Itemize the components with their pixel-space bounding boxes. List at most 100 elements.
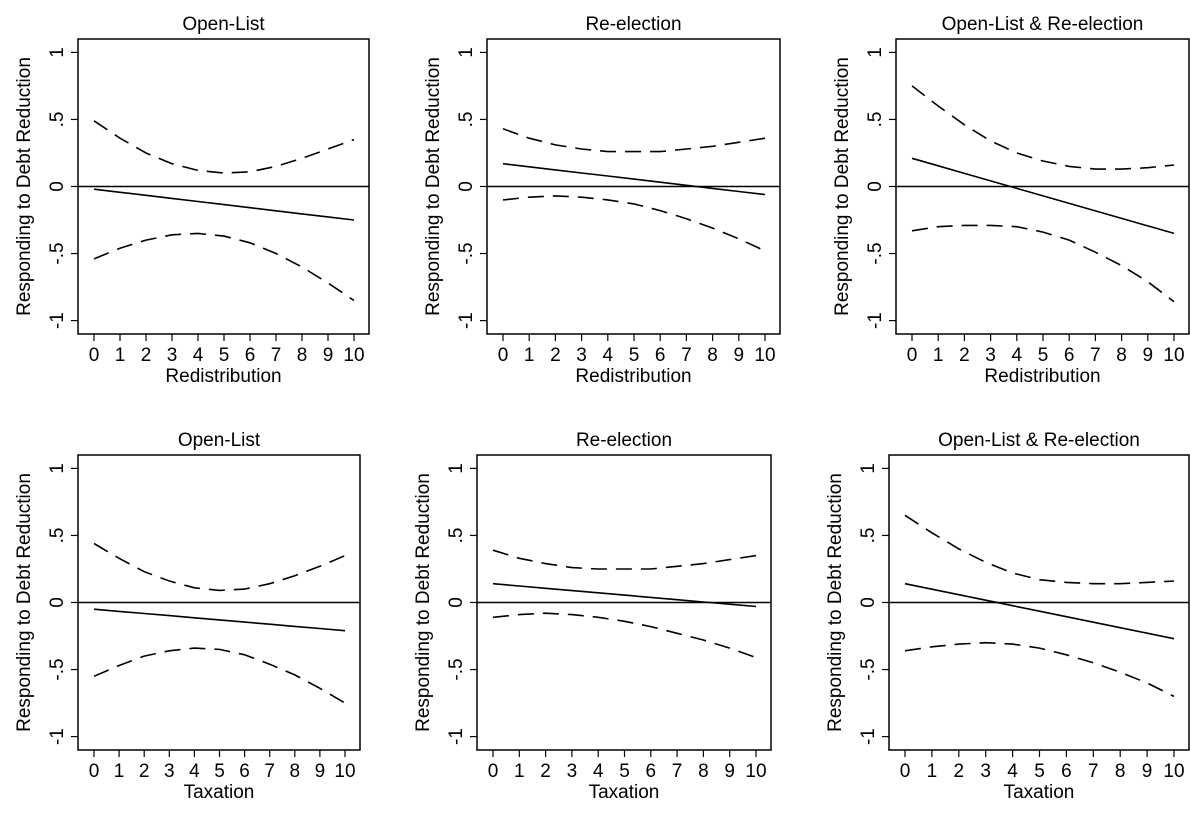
x-tick-label: 1: [933, 345, 944, 366]
x-tick-label: 10: [1163, 345, 1184, 366]
x-tick-label: 9: [315, 761, 326, 782]
x-tick-label: 5: [629, 345, 640, 366]
x-tick-label: 0: [498, 345, 509, 366]
y-tick-label: -1: [858, 728, 879, 745]
x-tick-label: 6: [646, 761, 657, 782]
x-tick-label: 8: [1116, 345, 1127, 366]
x-tick-label: 3: [980, 761, 991, 782]
marginal-effect-line: [492, 582, 757, 608]
x-axis-label: Redistribution: [165, 366, 281, 387]
lower-ci-line: [911, 224, 1175, 303]
x-tick-label: 4: [189, 761, 200, 782]
x-tick-label: 1: [524, 345, 535, 366]
y-axis-label: Responding to Debt Reduction: [832, 57, 853, 316]
x-tick-label: 9: [323, 345, 334, 366]
upper-ci-line: [502, 128, 766, 153]
y-tick-label: -.5: [865, 242, 886, 264]
lower-ci-line: [93, 232, 355, 302]
x-tick-label: 8: [297, 345, 308, 366]
x-tick-label: 0: [907, 345, 918, 366]
y-axis-label: Responding to Debt Reduction: [14, 57, 35, 316]
x-tick-label: 3: [576, 345, 587, 366]
chart-title: Open-List & Re-election: [938, 430, 1140, 451]
marginal-effect-line: [93, 188, 355, 221]
lower-ci-line: [492, 612, 757, 659]
y-tick-label: -1: [446, 728, 467, 745]
x-tick-label: 7: [1090, 345, 1101, 366]
x-tick-label: 1: [514, 761, 525, 782]
chart-title: Open-List & Re-election: [942, 14, 1144, 35]
x-tick-label: 1: [115, 345, 126, 366]
upper-ci-line: [911, 85, 1175, 170]
y-tick-label: .5: [47, 528, 68, 544]
x-tick-label: 3: [167, 345, 178, 366]
x-tick-label: 10: [754, 345, 775, 366]
x-tick-label: 5: [1034, 761, 1045, 782]
y-tick-label: 0: [456, 181, 477, 192]
x-tick-label: 7: [271, 345, 282, 366]
lower-ci-line: [904, 641, 1175, 698]
x-tick-label: 0: [89, 345, 100, 366]
x-tick-label: 6: [1064, 345, 1075, 366]
lower-ci-line: [93, 647, 346, 704]
x-tick-label: 8: [290, 761, 301, 782]
y-tick-label: .5: [865, 112, 886, 128]
y-tick-label: 1: [47, 47, 68, 58]
y-tick-label: 1: [47, 463, 68, 474]
y-axis-label: Responding to Debt Reduction: [423, 57, 444, 316]
y-tick-label: 1: [456, 47, 477, 58]
x-tick-label: 6: [655, 345, 666, 366]
x-tick-label: 4: [1007, 761, 1018, 782]
x-tick-label: 2: [954, 761, 965, 782]
x-tick-label: 5: [214, 761, 225, 782]
x-tick-label: 8: [1115, 761, 1126, 782]
chart-title: Re-election: [576, 430, 672, 451]
x-tick-label: 10: [334, 761, 355, 782]
y-tick-label: 0: [47, 181, 68, 192]
y-tick-label: 0: [865, 181, 886, 192]
upper-ci-line: [93, 120, 355, 174]
x-tick-label: 7: [1088, 761, 1099, 782]
y-tick-label: .5: [446, 528, 467, 544]
y-axis-label: Responding to Debt Reduction: [413, 473, 434, 732]
y-tick-label: -1: [865, 312, 886, 329]
chart-title: Open-List: [178, 430, 261, 451]
upper-ci-line: [904, 514, 1175, 585]
y-tick-label: 0: [858, 597, 879, 608]
x-tick-label: 9: [734, 345, 745, 366]
x-tick-label: 2: [540, 761, 551, 782]
y-tick-label: 0: [47, 597, 68, 608]
x-tick-label: 9: [1143, 345, 1154, 366]
chart-title: Open-List: [182, 14, 265, 35]
marginal-effect-line: [911, 157, 1175, 235]
y-tick-label: -.5: [47, 658, 68, 680]
y-tick-label: .5: [858, 528, 879, 544]
x-tick-label: 0: [89, 761, 100, 782]
chart-title: Re-election: [585, 14, 681, 35]
upper-ci-line: [492, 549, 757, 570]
y-tick-label: -.5: [456, 242, 477, 264]
x-tick-label: 2: [139, 761, 150, 782]
x-tick-label: 4: [593, 761, 604, 782]
x-tick-label: 8: [707, 345, 718, 366]
x-axis-label: Redistribution: [984, 366, 1100, 387]
y-tick-label: .5: [47, 112, 68, 128]
x-tick-label: 6: [239, 761, 250, 782]
x-tick-label: 3: [164, 761, 175, 782]
x-tick-label: 5: [1038, 345, 1049, 366]
y-tick-label: 1: [865, 47, 886, 58]
x-axis-label: Redistribution: [575, 366, 691, 387]
x-tick-label: 5: [219, 345, 230, 366]
x-tick-label: 3: [567, 761, 578, 782]
y-tick-label: -.5: [858, 658, 879, 680]
x-axis-label: Taxation: [1004, 782, 1075, 803]
x-tick-label: 0: [488, 761, 499, 782]
lower-ci-line: [502, 195, 766, 252]
y-tick-label: -1: [456, 312, 477, 329]
y-tick-label: 0: [446, 597, 467, 608]
